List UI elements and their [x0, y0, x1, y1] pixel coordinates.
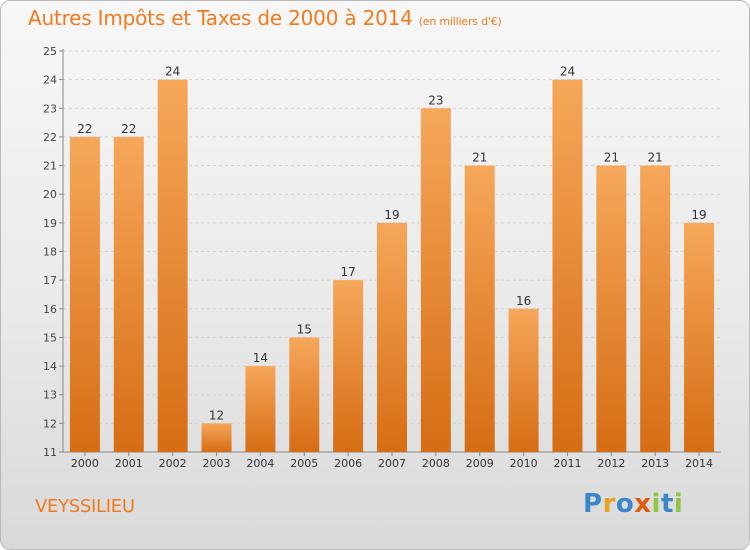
bar-2009 [464, 165, 495, 453]
logo-letter: t [660, 489, 674, 519]
data-label-2012: 21 [604, 151, 619, 165]
data-label-2008: 23 [428, 93, 443, 107]
bar-2002 [157, 79, 188, 453]
bar-2007 [377, 222, 407, 452]
data-label-2013: 21 [648, 151, 663, 165]
y-tick-label: 16 [43, 303, 57, 316]
y-tick-label: 17 [43, 274, 57, 287]
x-tick-label: 2007 [378, 457, 406, 470]
x-tick-label: 2003 [203, 457, 231, 470]
bar-2012 [596, 165, 627, 453]
x-tick-label: 2008 [422, 457, 450, 470]
data-labels: 22 22 24 12 14 15 17 19 23 21 16 24 21 21 19 [77, 65, 706, 423]
y-tick-label: 21 [43, 160, 57, 173]
y-tick-label: 20 [43, 188, 57, 201]
bar-2006 [333, 280, 364, 452]
y-tick-labels: 11 12 13 14 15 16 17 18 19 20 21 22 23 24 25 [43, 45, 57, 459]
chart-title-main: Autres Impôts et Taxes de 2000 à 2014 [28, 6, 413, 30]
x-tick-label: 2010 [510, 457, 538, 470]
bars [69, 79, 715, 453]
data-label-2011: 24 [560, 65, 575, 79]
data-label-2005: 15 [297, 322, 312, 336]
y-tick-label: 11 [43, 446, 57, 459]
bar-2008 [420, 108, 451, 453]
chart-title: Autres Impôts et Taxes de 2000 à 2014 (en… [28, 6, 502, 30]
y-tick-label: 15 [43, 331, 57, 344]
bar-2001 [113, 136, 144, 452]
bar-2010 [508, 308, 539, 452]
bar-2005 [289, 337, 320, 452]
y-tick-label: 23 [43, 102, 57, 115]
x-tick-label: 2009 [466, 457, 494, 470]
bar-2011 [552, 79, 583, 453]
x-tick-label: 2011 [553, 457, 581, 470]
data-label-2007: 19 [384, 208, 399, 222]
bar-2013 [640, 165, 671, 453]
logo-letter: r [602, 489, 616, 519]
x-tick-label: 2001 [115, 457, 143, 470]
bar-2000 [69, 136, 100, 452]
y-tick-label: 19 [43, 217, 57, 230]
x-tick-label: 2014 [685, 457, 713, 470]
data-label-2001: 22 [121, 122, 136, 136]
data-label-2009: 21 [472, 151, 487, 165]
x-tick-label: 2012 [597, 457, 625, 470]
logo-letter: P [583, 489, 603, 519]
commune-name: VEYSSILIEU [35, 496, 135, 517]
logo-letter: i [651, 489, 661, 519]
data-label-2000: 22 [77, 122, 92, 136]
data-label-2003: 12 [209, 408, 224, 422]
data-label-2004: 14 [253, 351, 268, 365]
y-tick-label: 24 [43, 74, 57, 87]
y-tick-label: 12 [43, 417, 57, 430]
y-tick-label: 22 [43, 131, 57, 144]
bar-2003 [201, 423, 232, 452]
data-label-2010: 16 [516, 294, 531, 308]
y-tick-label: 25 [43, 45, 57, 58]
x-tick-labels: 2000 2001 2002 2003 2004 2005 2006 2007 2008 2009… [71, 457, 713, 470]
x-tick-label: 2005 [290, 457, 318, 470]
data-label-2002: 24 [165, 65, 180, 79]
chart-title-unit: (en milliers d'€) [418, 15, 502, 28]
data-label-2014: 19 [691, 208, 706, 222]
logo-letter: x [634, 489, 652, 519]
logo-letter: i [673, 489, 684, 519]
x-tick-label: 2002 [159, 457, 187, 470]
logo-letter: o [615, 489, 635, 519]
x-tick-label: 2013 [641, 457, 669, 470]
bar-2004 [245, 366, 276, 452]
data-label-2006: 17 [340, 265, 355, 279]
y-tick-label: 14 [43, 360, 57, 373]
y-tick-label: 13 [43, 389, 57, 402]
y-tick-label: 18 [43, 246, 57, 259]
x-tick-label: 2006 [334, 457, 362, 470]
x-tick-label: 2004 [246, 457, 274, 470]
proxiti-logo: Proxiti [583, 489, 683, 519]
x-tick-label: 2000 [71, 457, 99, 470]
bar-2014 [684, 222, 715, 452]
